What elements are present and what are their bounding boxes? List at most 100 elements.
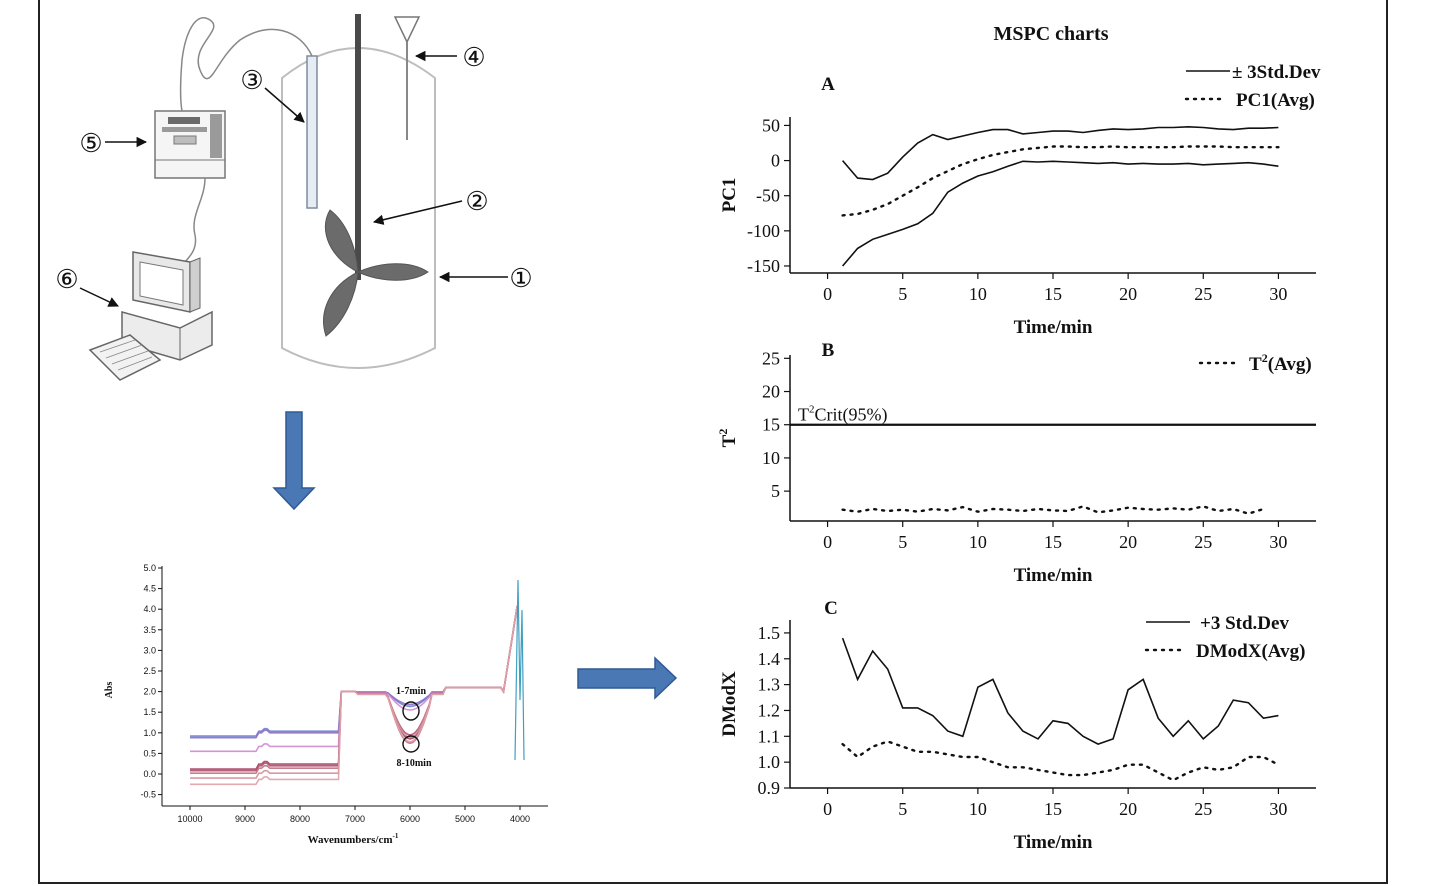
fiber-cable <box>179 17 313 112</box>
callout-arrow-3 <box>264 87 305 123</box>
stirrer-shaft <box>355 14 361 280</box>
x-tick-label: 5 <box>898 799 907 819</box>
y-tick-label: 10 <box>762 448 780 468</box>
callout-3: ③ <box>240 66 263 95</box>
impeller <box>323 209 429 337</box>
spectrum-axes: 5.0 4.5 4.0 3.5 3.0 2.5 2.0 1.5 1.0 0.5 0.0 -0.5 100… <box>140 563 548 824</box>
mspc-title: MSPC charts <box>994 23 1109 45</box>
x-tick-label: 0 <box>823 799 832 819</box>
x-tick-label: 30 <box>1269 284 1287 304</box>
spectrum-ytick-label: 3.0 <box>143 645 156 655</box>
x-tick-label: 10 <box>969 799 987 819</box>
x-tick-label: 15 <box>1044 284 1062 304</box>
x-tick-label: 0 <box>823 532 832 552</box>
y-tick-label: -100 <box>747 221 780 241</box>
marker-1-7min <box>402 701 420 721</box>
spectrum-ytick-label: 5.0 <box>143 563 156 573</box>
y-tick-label: 1.3 <box>758 675 781 695</box>
x-tick-label: 25 <box>1194 532 1212 552</box>
mspc-chart-a: 50 0 -50 -100 -150 0 5 10 15 20 25 30 Time/min PC1 A ± … <box>719 62 1321 338</box>
y-axis-label-sup: 2 <box>716 429 730 435</box>
y-tick-label: 0.9 <box>758 778 781 798</box>
spectrum-ytick-label: -0.5 <box>140 790 156 800</box>
callout-5: ⑤ <box>79 129 102 158</box>
spectrum-ytick-label: 1.0 <box>143 728 156 738</box>
y-tick-label: 1.1 <box>758 726 781 746</box>
annotation-8-10min: 8-10min <box>397 758 432 769</box>
x-tick-label: 10 <box>969 532 987 552</box>
x-tick-label: 25 <box>1194 799 1212 819</box>
x-tick-label: 30 <box>1269 532 1287 552</box>
y-tick-label: 20 <box>762 382 780 402</box>
legend-label: ± 3Std.Dev <box>1232 62 1321 83</box>
legend-label: PC1(Avg) <box>1236 90 1315 111</box>
spectrum-ytick-label: 0.0 <box>143 769 156 779</box>
y-axis-label: DModX <box>719 671 740 737</box>
series-line-1 <box>841 740 1280 782</box>
panel-label: A <box>821 74 835 95</box>
y-tick-label: 15 <box>762 415 780 435</box>
x-tick-label: 20 <box>1119 284 1137 304</box>
x-tick-label: 5 <box>898 284 907 304</box>
series-line-0 <box>841 637 1279 745</box>
x-tick-label: 30 <box>1269 799 1287 819</box>
x-tick-label: 15 <box>1044 532 1062 552</box>
series-line-0 <box>841 505 1265 515</box>
computer-icon <box>88 251 213 381</box>
callout-1: ① <box>509 264 532 293</box>
nir-probe <box>306 55 318 209</box>
x-tick-label: 25 <box>1194 284 1212 304</box>
funnel <box>393 16 421 44</box>
y-tick-label: 1.2 <box>758 700 781 720</box>
y-tick-label: 1.4 <box>758 649 781 669</box>
right-flow-arrow <box>577 656 678 700</box>
critical-limit-label: T2Crit(95%) <box>798 404 887 426</box>
x-axis-label: Time/min <box>1014 832 1093 853</box>
y-axis-label: PC1 <box>719 178 740 213</box>
down-flow-arrow <box>272 411 316 511</box>
annotation-1-7min: 1-7min <box>396 686 426 697</box>
y-tick-label: 1.0 <box>758 752 781 772</box>
spectrum-ytick-label: 2.5 <box>143 666 156 676</box>
callout-arrow-6 <box>79 287 119 307</box>
panel-label: B <box>822 340 835 361</box>
spectrum-ytick-label: 0.5 <box>143 748 156 758</box>
y-tick-label: -50 <box>756 186 780 206</box>
y-axis-label: T2 <box>716 429 740 448</box>
spectrum-xtick-label: 6000 <box>400 814 420 824</box>
spectrum-curve <box>190 605 519 737</box>
spectrum-xtick-label: 5000 <box>455 814 475 824</box>
callout-4: ④ <box>462 43 485 72</box>
spectrum-curve <box>190 605 519 739</box>
callout-2: ② <box>465 187 488 216</box>
spectrum-xtick-label: 10000 <box>177 814 202 824</box>
spectrum-ytick-label: 3.5 <box>143 625 156 635</box>
y-tick-label: 0 <box>771 151 780 171</box>
marker-8-10min <box>402 735 420 753</box>
spectrum-xtick-label: 8000 <box>290 814 310 824</box>
crit-label-main: T <box>798 405 809 425</box>
x-tick-label: 20 <box>1119 532 1137 552</box>
x-axis-label: Time/min <box>1014 565 1093 586</box>
callout-6: ⑥ <box>55 265 78 294</box>
spectrum-curve <box>190 605 519 786</box>
legend-t: T <box>1249 354 1262 375</box>
x-tick-label: 20 <box>1119 799 1137 819</box>
x-tick-label: 0 <box>823 284 832 304</box>
spectrum-xtick-label: 4000 <box>510 814 530 824</box>
x-axis-label: Time/min <box>1014 317 1093 338</box>
x-tick-label: 10 <box>969 284 987 304</box>
x-tick-label: 15 <box>1044 799 1062 819</box>
crit-label-rest: Crit(95%) <box>815 405 888 426</box>
spectrum-xlabel: Wavenumbers/cm-1 <box>308 832 399 846</box>
series-line-2 <box>841 160 1279 267</box>
mspc-chart-c: 1.5 1.4 1.3 1.2 1.1 1.0 0.9 0 5 10 15 20 25 30 Time/mi… <box>719 598 1316 853</box>
spectrum-ylabel: Abs <box>104 682 115 699</box>
spectrum-xtick-label: 7000 <box>345 814 365 824</box>
y-tick-label: 5 <box>771 481 780 501</box>
spectrum-ytick-label: 4.5 <box>143 584 156 594</box>
callout-arrow-2 <box>372 200 463 225</box>
legend-label: DModX(Avg) <box>1196 641 1305 662</box>
